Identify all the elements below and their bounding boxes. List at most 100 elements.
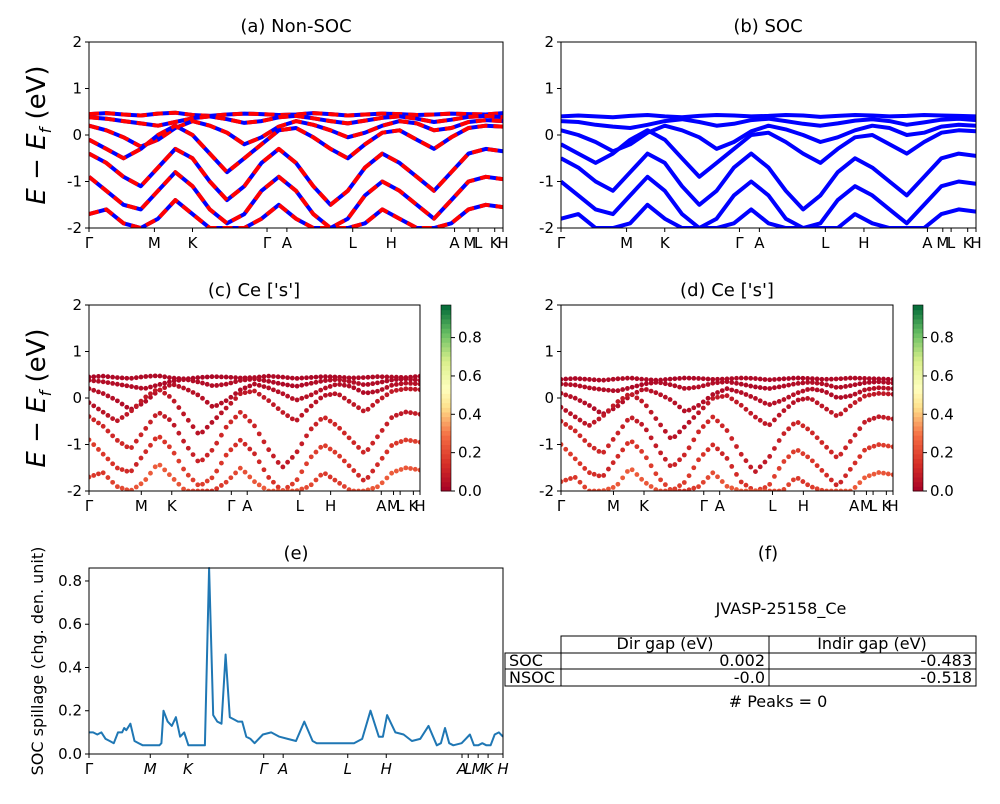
d-point	[662, 428, 668, 434]
d-point	[691, 375, 697, 381]
a-ytick-label: -2	[67, 219, 82, 237]
c-point	[375, 484, 380, 490]
c-point	[351, 379, 357, 385]
c-point	[100, 423, 106, 429]
c-point	[133, 484, 139, 490]
c-point	[166, 394, 172, 399]
d-point	[658, 422, 663, 428]
c-colorbar-segment	[441, 467, 451, 473]
c-point	[228, 380, 234, 386]
d-point	[890, 386, 893, 392]
c-point	[110, 416, 116, 421]
d-point	[786, 426, 792, 432]
a-xtick-label: H	[386, 234, 397, 252]
d-point	[648, 463, 654, 469]
c-point	[285, 488, 290, 491]
d-point	[561, 418, 564, 424]
d-point	[634, 383, 640, 389]
c-xtick-label: A	[242, 497, 253, 515]
d-point	[724, 428, 730, 433]
c-point	[398, 467, 404, 472]
d-point	[625, 386, 630, 391]
c-point	[124, 383, 130, 389]
d-point	[672, 488, 678, 491]
d-point	[625, 469, 630, 474]
d-point	[819, 468, 825, 473]
c-point	[285, 382, 290, 388]
c-point	[242, 385, 248, 391]
c-point	[219, 483, 224, 488]
d-point	[772, 473, 777, 479]
d-point	[828, 392, 834, 398]
c-point	[266, 447, 272, 453]
d-point	[662, 456, 668, 462]
d-colorbar-segment	[913, 360, 923, 366]
d-point	[568, 476, 573, 481]
c-xtick-label: H	[414, 497, 425, 515]
panel-b-title: (b) SOC	[733, 16, 802, 37]
d-point	[843, 384, 848, 389]
d-point	[686, 445, 692, 451]
c-point	[379, 374, 385, 380]
c-point	[138, 432, 144, 438]
d-colorbar-segment	[913, 463, 923, 469]
d-point	[847, 466, 853, 472]
c-point	[143, 477, 149, 482]
e-ytick-label: 0.4	[58, 658, 82, 676]
c-point	[266, 488, 272, 491]
d-point	[833, 376, 839, 382]
d-point	[615, 376, 621, 382]
c-point	[408, 438, 413, 443]
d-point	[843, 473, 848, 479]
d-point	[824, 406, 829, 412]
c-point	[143, 394, 149, 400]
c-xtick-label: Γ	[227, 497, 236, 515]
c-point	[119, 401, 125, 407]
d-point	[591, 386, 597, 391]
d-point	[561, 390, 564, 396]
d-point	[653, 443, 659, 449]
panel-e-ylabel: SOC spillage (chg. den. unit)	[28, 547, 47, 776]
d-point	[838, 384, 844, 390]
c-point	[360, 488, 366, 491]
c-point	[266, 385, 272, 391]
c-point	[247, 418, 253, 424]
c-point	[271, 374, 276, 379]
c-point	[271, 379, 276, 385]
c-point	[351, 488, 357, 491]
c-point	[214, 415, 220, 421]
d-point	[847, 439, 853, 444]
d-point	[814, 376, 820, 382]
c-point	[308, 454, 314, 460]
d-point	[643, 377, 649, 382]
d-point	[587, 470, 592, 476]
c-point	[403, 437, 409, 443]
c-point	[294, 397, 300, 403]
d-point	[615, 403, 621, 409]
d-point	[814, 463, 820, 469]
d-point	[620, 399, 626, 405]
c-point	[294, 449, 300, 455]
d-point	[681, 375, 687, 381]
c-point	[204, 488, 210, 491]
c-point	[110, 380, 116, 386]
c-point	[200, 429, 205, 435]
e-xtick-label: H	[381, 760, 392, 778]
c-point	[280, 391, 286, 397]
d-colorbar-segment	[913, 458, 923, 464]
c-point	[195, 458, 201, 464]
d-point	[705, 475, 711, 480]
c-point	[275, 389, 281, 395]
c-point	[124, 411, 130, 417]
c-point	[209, 374, 215, 380]
d-point	[881, 385, 886, 391]
c-point	[124, 404, 130, 410]
c-point	[233, 391, 238, 397]
a-bands	[89, 110, 503, 228]
a-xtick-label: K	[188, 234, 199, 252]
c-point	[365, 447, 371, 452]
c-point	[209, 420, 215, 425]
d-point	[786, 404, 792, 410]
c-point	[233, 379, 238, 385]
